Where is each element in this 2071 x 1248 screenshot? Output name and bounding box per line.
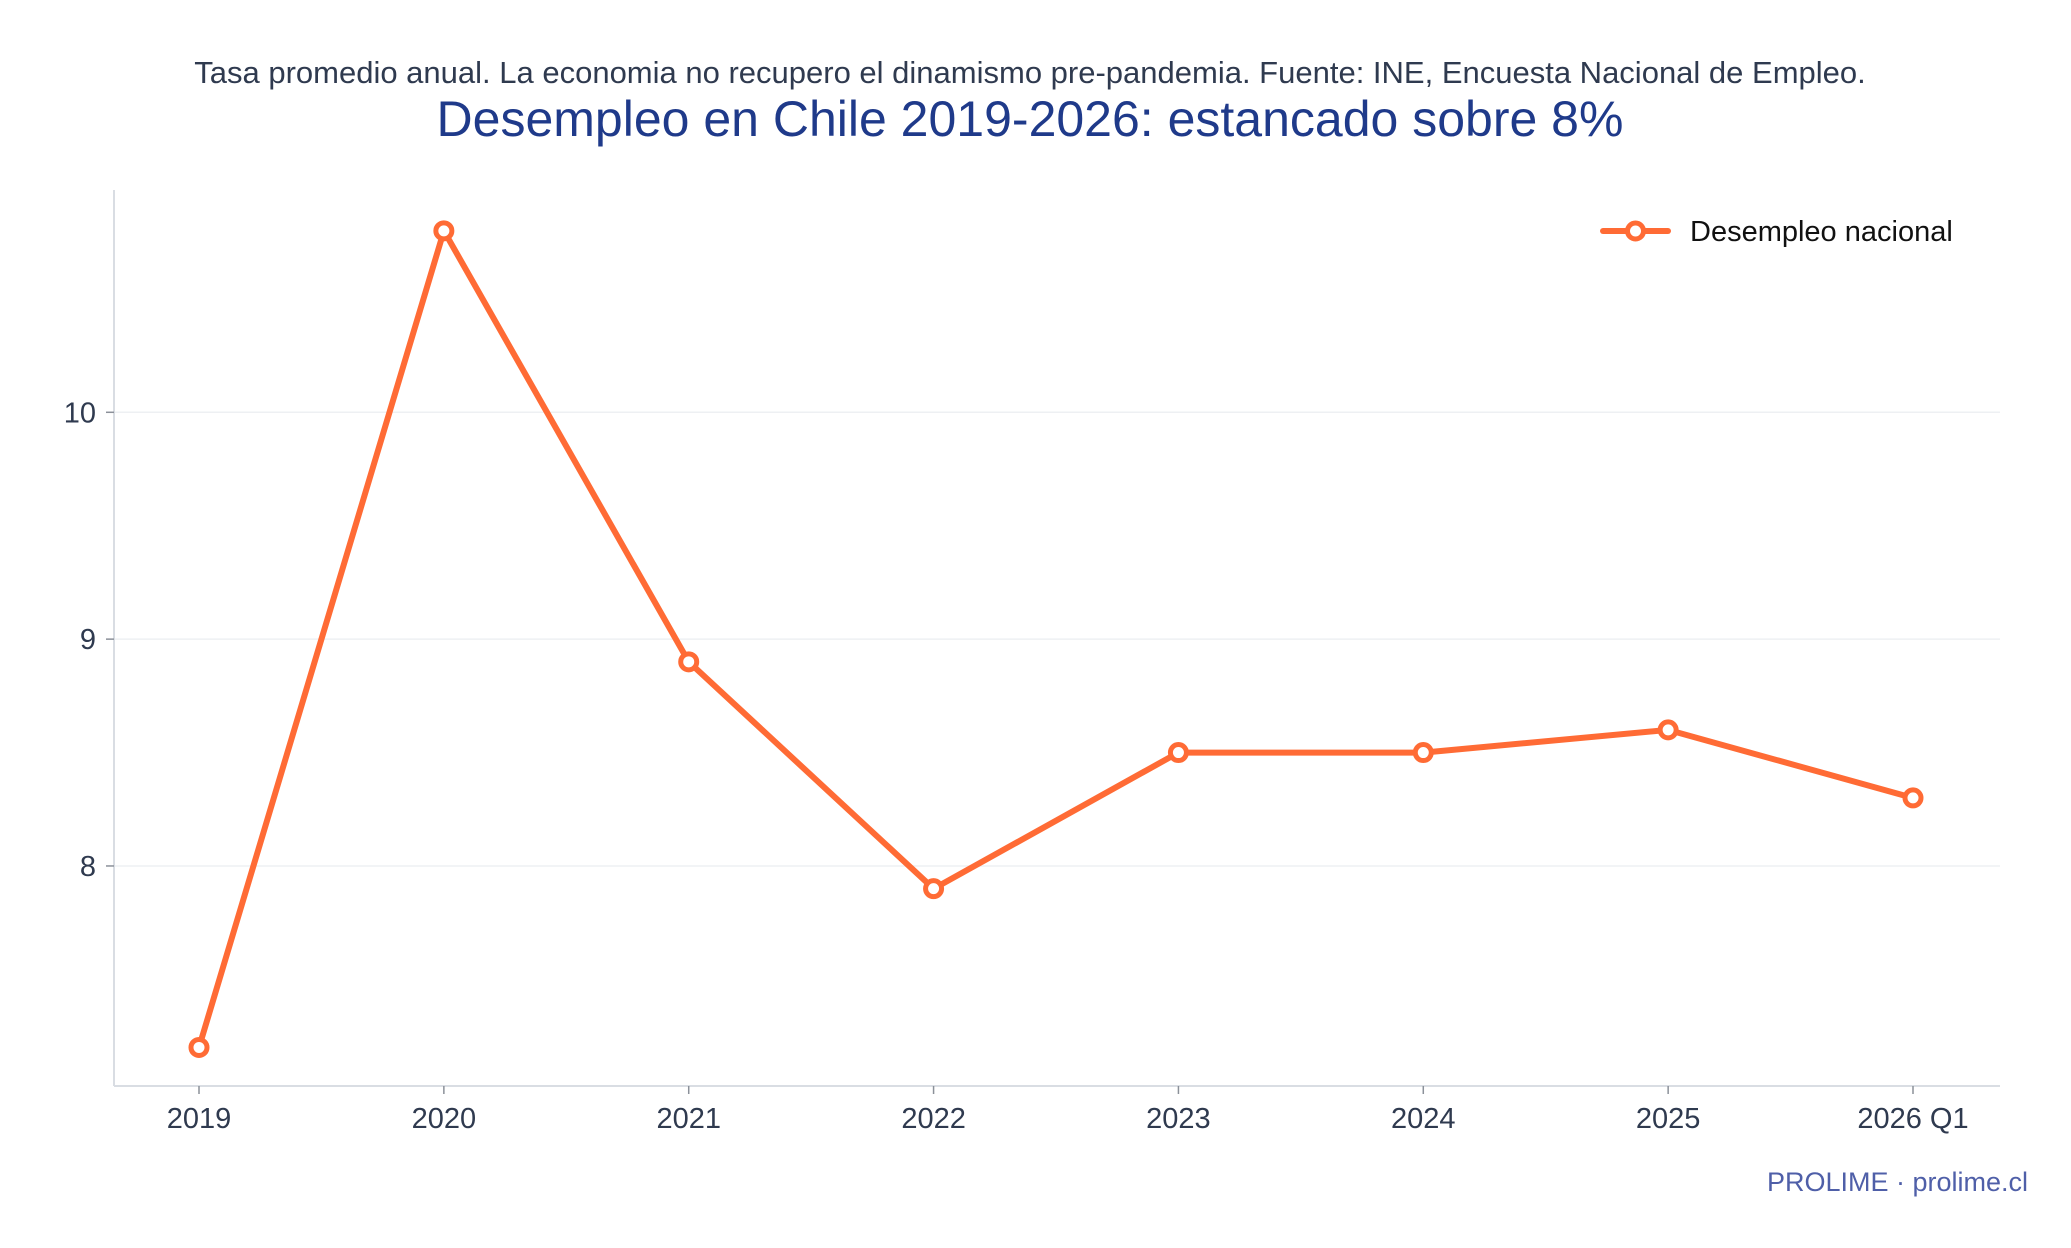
series-group [188,220,1924,1058]
x-axis-ticks: 2019 2020 2021 2022 2023 2024 2025 2026 Q1 [167,1086,1969,1135]
grid-lines [114,411,2000,867]
legend-marker-swatch [1625,220,1646,242]
data-point [678,651,700,673]
y-tick-label: 8 [80,851,96,883]
x-tick-label: 2024 [1391,1103,1456,1135]
data-point [1167,742,1189,764]
legend: Desempleo nacional [1600,216,1953,248]
x-tick-label: 2021 [656,1103,721,1135]
y-axis-ticks: 8 9 10 [64,397,114,883]
legend-label: Desempleo nacional [1690,216,1953,248]
data-point [923,878,945,900]
data-point [433,220,455,242]
data-point [1412,742,1434,764]
data-point [1657,719,1679,741]
data-point [1902,787,1924,809]
x-tick-label: 2025 [1636,1103,1701,1135]
x-tick-label: 2026 Q1 [1857,1103,1968,1135]
x-tick-label: 2022 [901,1103,966,1135]
x-tick-label: 2019 [167,1103,232,1135]
x-tick-label: 2020 [412,1103,477,1135]
axes [113,190,2000,1087]
data-point [188,1036,210,1058]
chart-title: Desempleo en Chile 2019-2026: estancado … [437,91,1624,147]
credit-text: PROLIME · prolime.cl [1767,1167,2028,1197]
series-line [196,227,1916,1051]
y-tick-label: 9 [80,624,96,656]
y-tick-label: 10 [64,397,96,429]
chart-subtitle: Tasa promedio anual. La economia no recu… [194,55,1866,90]
x-tick-label: 2023 [1146,1103,1211,1135]
